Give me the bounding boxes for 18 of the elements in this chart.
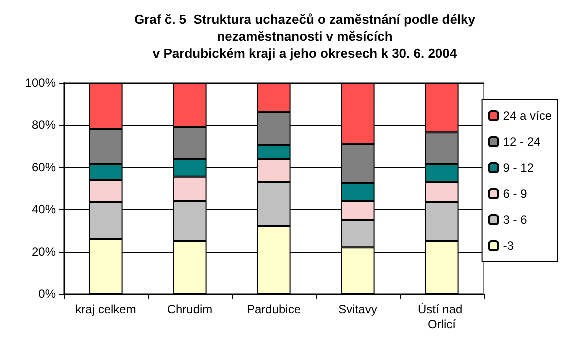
- legend-label: -3: [503, 239, 514, 253]
- legend-label: 6 - 9: [503, 187, 528, 201]
- legend-label: 3 - 6: [503, 213, 528, 227]
- y-tick-label: 80%: [32, 118, 56, 132]
- x-tick-label: Pardubice: [246, 302, 302, 316]
- y-tick-label: 60%: [32, 160, 56, 174]
- y-tick-label: 100%: [25, 76, 56, 90]
- x-tick-label: Chrudim: [167, 302, 213, 316]
- chart-title: Graf č. 5 Struktura uchazečů o zaměstnání podle délky nezaměstnanosti v měsících v Pardubickém kraji a jeho okresech k 30. 6. 2004: [134, 12, 476, 61]
- y-tick-label: 20%: [32, 244, 56, 259]
- legend-label: 12 - 24: [503, 135, 541, 149]
- x-tick-label: kraj celkem: [76, 302, 136, 316]
- legend-label: 9 - 12: [503, 161, 534, 175]
- x-tick-label: Svitavy: [338, 302, 378, 316]
- y-tick-label: 0%: [38, 287, 56, 301]
- x-tick-label: Ústí nad Orlicí: [418, 302, 466, 332]
- y-tick-label: 40%: [32, 202, 56, 217]
- legend-label: 24 a více: [503, 109, 552, 123]
